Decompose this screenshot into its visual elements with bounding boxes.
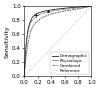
- Y-axis label: Sensitivity: Sensitivity: [4, 25, 9, 58]
- Legend: Demographic, Physiologic, Combined, Reference: Demographic, Physiologic, Combined, Refe…: [50, 52, 89, 74]
